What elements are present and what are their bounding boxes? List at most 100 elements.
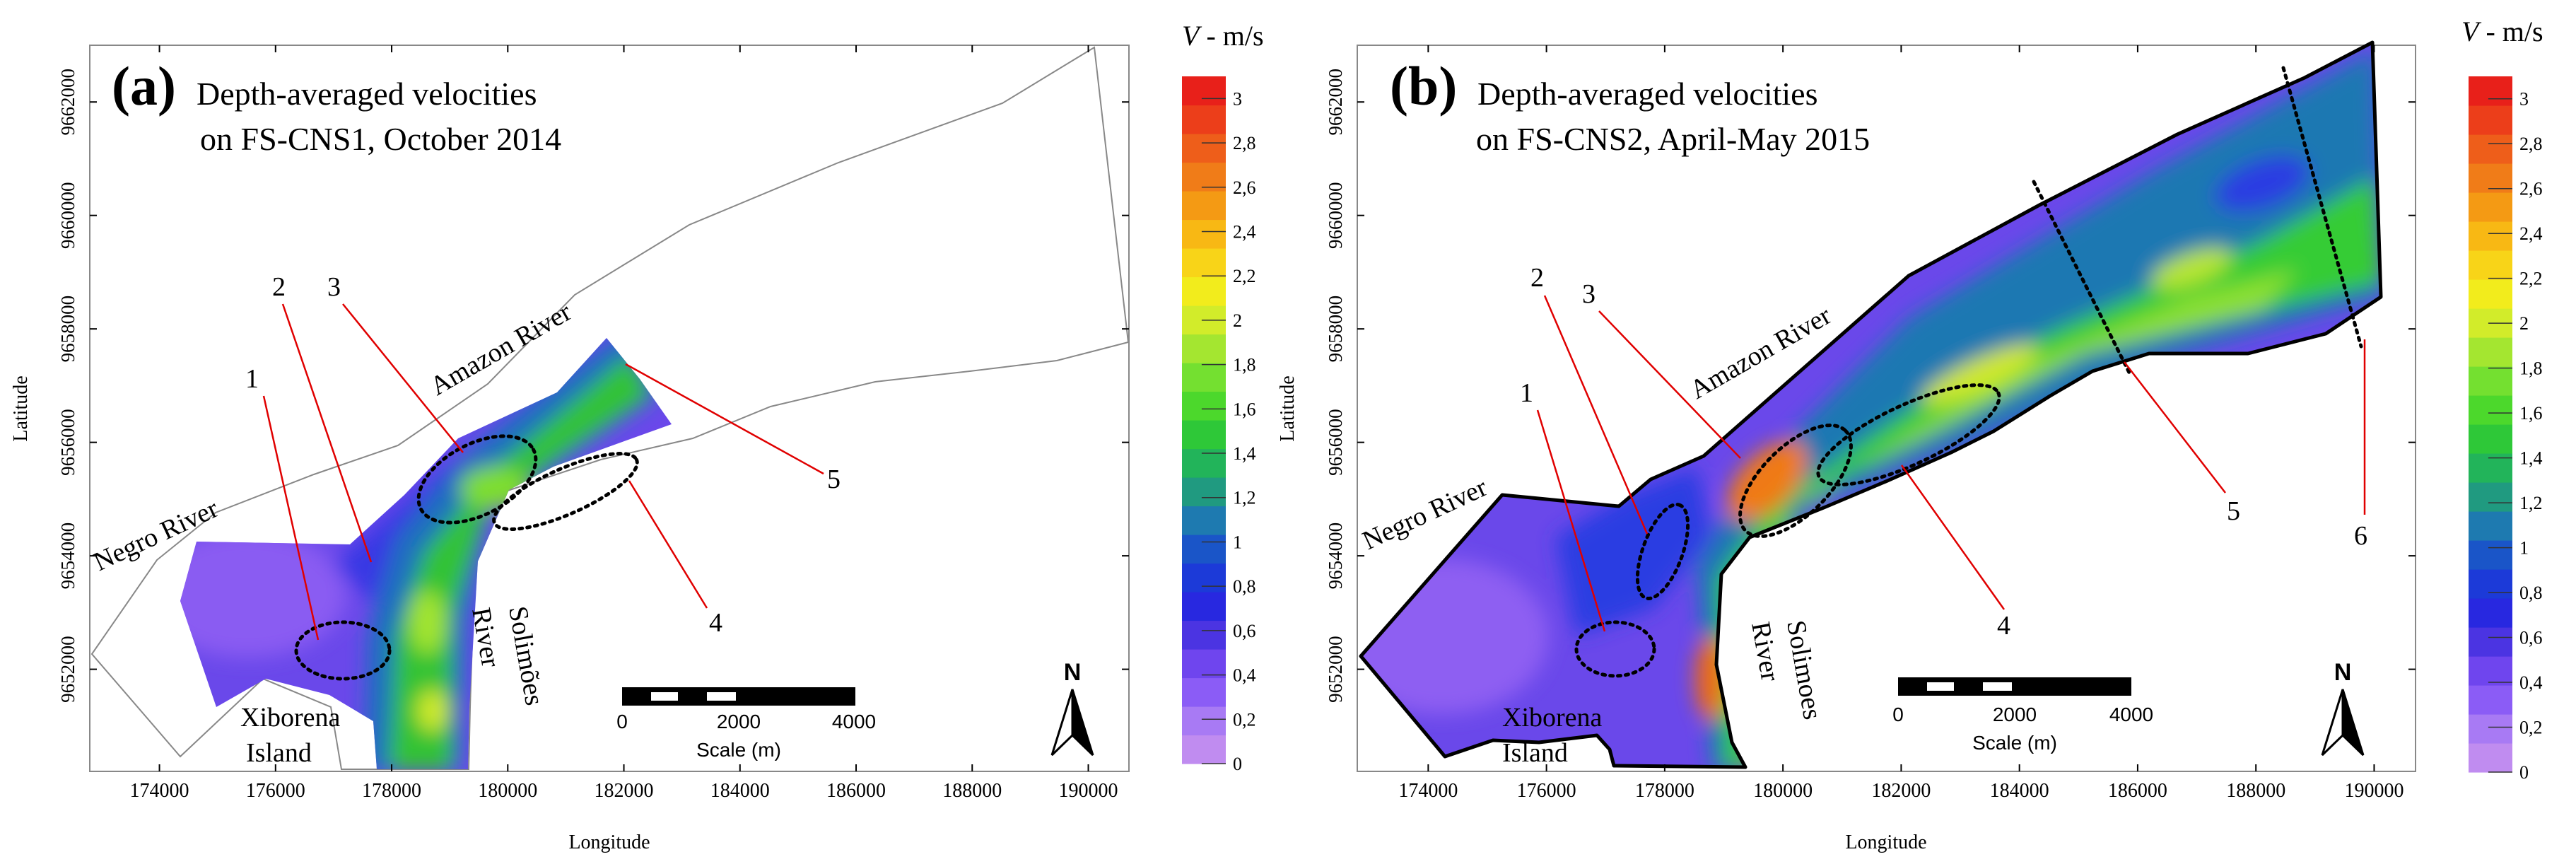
panel-a-y-tick-label: 9654000 [57, 523, 78, 590]
panel-a-callout-4: 4 [709, 608, 722, 638]
colorbar-b-color-band [2469, 511, 2512, 541]
colorbar-b-tick-label: 2 [2519, 313, 2529, 334]
panel-b-y-tick-label: 9658000 [1325, 296, 1346, 363]
panel-b-scale-tick-2000: 2000 [1993, 704, 2037, 725]
colorbar-b-color-band [2469, 279, 2512, 309]
panel-b-y-axis: 9652000 9654000 9656000 9658000 9660000 96620… [1325, 69, 2416, 703]
colorbar-a-tick-label: 0,4 [1233, 665, 1256, 686]
colorbar-a-color-band [1182, 134, 1226, 163]
colorbar-b-color-band [2469, 627, 2512, 657]
colorbar-a-color-band [1182, 391, 1226, 421]
panel-b-river-label: River [1745, 619, 1785, 684]
colorbar-a-color-band [1182, 677, 1226, 707]
colorbar-a-tick-label: 1,8 [1233, 355, 1256, 375]
panel-b-zone-1-outline [1574, 620, 1656, 678]
panel-b-callout-3: 3 [1582, 279, 1596, 309]
panel-a-y-tick-label: 9658000 [57, 296, 78, 363]
colorbar-b-title: V - m/s [2461, 16, 2543, 47]
colorbar-a-tick-label: 1,2 [1233, 488, 1256, 508]
panel-a-x-axis: 174000 176000 178000 180000 182000 184000 1860… [130, 45, 1118, 802]
panel-b-callout-2: 2 [1530, 263, 1544, 293]
colorbar-a: V - m/s 0 0,2 0,4 0,6 0,8 1 1,2 1,4 1,6 1,8 2 2,2 2,… [1182, 20, 1264, 774]
panel-a-x-tick-label: 174000 [130, 780, 189, 802]
panel-a-low-zone [180, 530, 346, 658]
panel-a-y-label: Latitude [10, 375, 32, 441]
colorbar-b-color-band [2469, 569, 2512, 599]
colorbar-a-tick-label: 2,6 [1233, 177, 1256, 198]
colorbar-b-color-band [2469, 540, 2512, 570]
colorbar-a-tick-label: 1 [1233, 532, 1242, 552]
panel-a-frame [89, 45, 1130, 772]
colorbar-b-tick-label: 0,4 [2519, 672, 2543, 693]
panel-b-zone-2-outline [1635, 503, 1690, 600]
panel-b-zone-3-outline [1738, 424, 1853, 538]
colorbar-a-color-band [1182, 535, 1226, 564]
panel-b-y-tick-label: 9662000 [1325, 69, 1346, 136]
panel-a-solimoes-label: Solimões [503, 604, 549, 708]
colorbar-a-color-band [1182, 334, 1226, 363]
colorbar-b-tick-label: 2,2 [2519, 269, 2543, 289]
colorbar-b-color-band [2469, 598, 2512, 628]
colorbar-b-tick-label: 1,8 [2519, 358, 2543, 379]
colorbar-a-color-band [1182, 76, 1226, 106]
panel-a-scale-bar-seg-2 [707, 692, 736, 701]
colorbar-a-color-band [1182, 276, 1226, 306]
panel-b-callout-line-3 [1598, 310, 1741, 459]
panel-a-callout-line-2 [281, 303, 373, 563]
colorbar-a-tick-label: 2,8 [1233, 133, 1256, 153]
panel-b-boundary-outline [1359, 40, 2383, 769]
panel-a-island-label: Island [246, 738, 312, 768]
panel-a-x-tick-label: 176000 [246, 780, 305, 802]
panel-b-y-tick-label: 9660000 [1325, 182, 1346, 249]
colorbar-a-title: V - m/s [1182, 20, 1264, 52]
panel-a-callout-line-5 [625, 363, 824, 475]
colorbar-a-tick-label: 2,2 [1233, 266, 1256, 286]
colorbar-b-color-band [2469, 424, 2512, 454]
panel-b: 1 2 3 4 5 6 Negro River Amazon River Sol… [1277, 40, 2416, 853]
panel-b-zone-4-outline [1816, 383, 2001, 486]
panel-b-peak-zone-2 [1695, 636, 1726, 721]
panel-a-x-tick-label: 186000 [826, 780, 886, 802]
panel-a-north-arrow: N [1050, 659, 1094, 757]
panel-b-y-tick-label: 9654000 [1325, 523, 1346, 590]
panel-b-fast-zone [1718, 177, 2381, 767]
panel-b-callout-line-4 [1900, 465, 2006, 610]
colorbar-b-tick-label: 2,4 [2519, 223, 2543, 244]
panel-b-x-tick-label: 184000 [1990, 780, 2049, 802]
colorbar-b-color-band [2469, 743, 2512, 773]
panel-b-solimoes-label: Solimoes [1781, 618, 1827, 722]
colorbar-a-title-var: V [1182, 20, 1202, 52]
panel-b-x-tick-label: 188000 [2226, 780, 2285, 802]
panel-b-frame [1357, 45, 2416, 772]
colorbar-a-color-band [1182, 563, 1226, 592]
colorbar-a-color-band [1182, 649, 1226, 679]
colorbar-a-tick-label: 1,6 [1233, 399, 1256, 419]
colorbar-a-tick-label: 0,2 [1233, 709, 1256, 730]
panel-a-scale-tick-4000: 4000 [832, 711, 876, 732]
colorbar-b-color-band [2469, 134, 2512, 164]
panel-b-callout-line-1 [1536, 409, 1606, 632]
colorbar-b-tick-label: 3 [2519, 89, 2529, 110]
colorbar-b-color-band [2469, 250, 2512, 280]
panel-b-scale-tick-4000: 4000 [2109, 704, 2153, 725]
colorbar-a-color-band [1182, 219, 1226, 249]
panel-a-label: (a) [112, 55, 176, 117]
panel-a-callout-line-1 [262, 395, 320, 641]
colorbar-a-color-band [1182, 735, 1226, 764]
panel-a-peak-zone-1 [459, 467, 530, 509]
colorbar-b-color-band [2469, 714, 2512, 744]
panel-b-label: (b) [1390, 55, 1457, 117]
panel-a-x-tick-label: 178000 [362, 780, 421, 802]
panel-b-x-tick-label: 182000 [1871, 780, 1931, 802]
panel-b-title-line-2: on FS-CNS2, April-May 2015 [1476, 121, 1870, 157]
panel-a-y-tick-label: 9656000 [57, 409, 78, 476]
panel-a-title-line-1: Depth-averaged velocities [197, 76, 537, 112]
panel-a-callout-5: 5 [827, 465, 841, 494]
panel-b-slow-zone [2215, 156, 2309, 212]
panel-a-y-axis: 9652000 9654000 9656000 9658000 9660000 96620… [57, 69, 1129, 703]
panel-a: 1 2 3 4 5 Negro River Amazon River Solim… [10, 45, 1130, 853]
colorbar-a-tick-label: 0,8 [1233, 576, 1256, 597]
colorbar-b-color-band [2469, 685, 2512, 715]
colorbar-b-tick-label: 1,2 [2519, 493, 2543, 513]
